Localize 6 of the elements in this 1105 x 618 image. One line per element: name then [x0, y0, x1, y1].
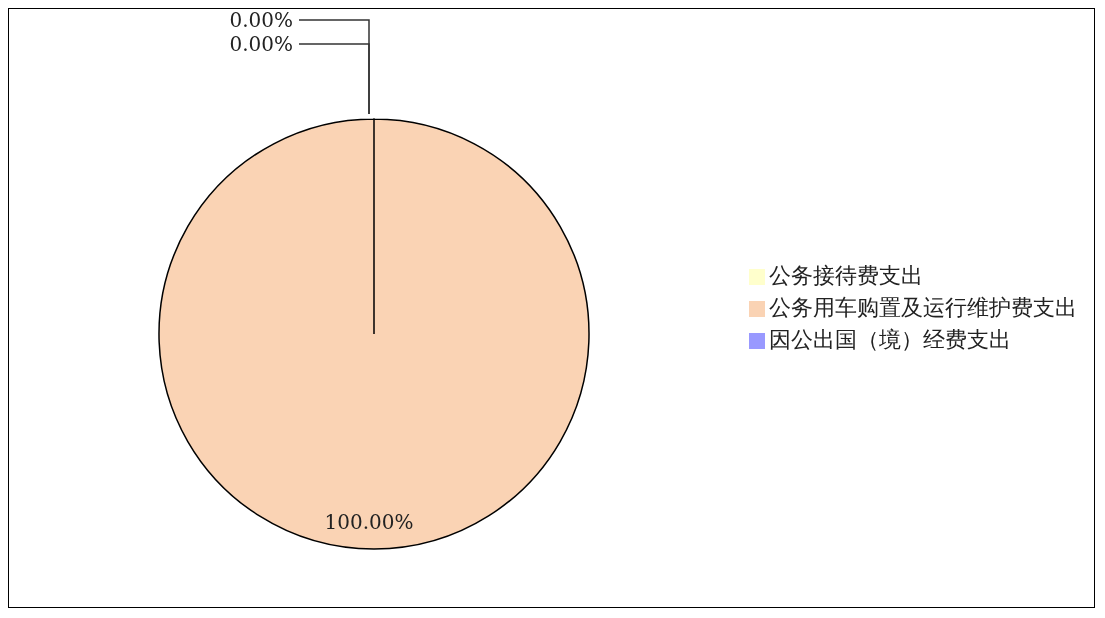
legend-label: 因公出国（境）经费支出 [769, 327, 1011, 352]
legend-label: 公务用车购置及运行维护费支出 [769, 295, 1077, 320]
data-label: 100.00% [324, 510, 414, 534]
legend-label: 公务接待费支出 [769, 263, 923, 288]
text: 0.00% [229, 32, 293, 56]
text: 0.00% [229, 8, 293, 32]
